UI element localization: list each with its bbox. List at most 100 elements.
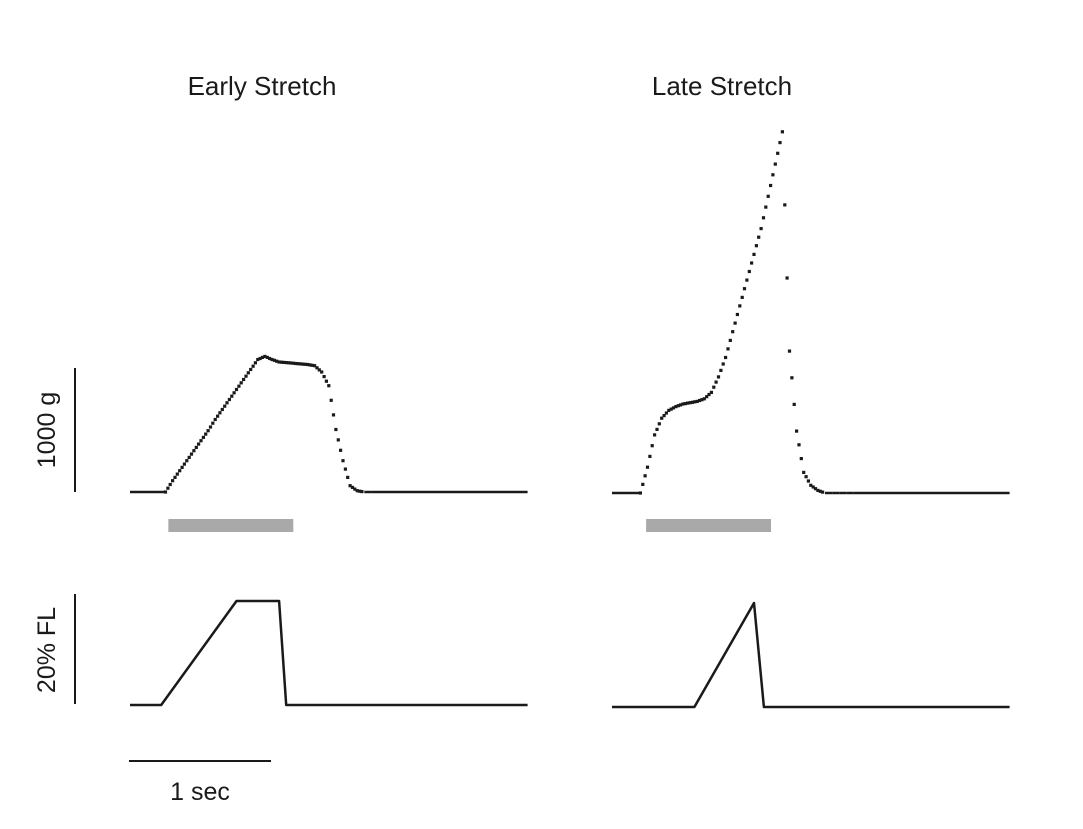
force-point	[655, 427, 659, 431]
force-point	[246, 371, 250, 375]
force-point	[353, 487, 357, 491]
force-point	[728, 338, 732, 342]
force-point	[809, 483, 813, 487]
force-point	[171, 479, 175, 483]
force-point	[660, 416, 664, 420]
stimulus-bar	[168, 519, 294, 532]
force-point	[284, 361, 288, 365]
force-point	[244, 374, 248, 378]
force-point	[714, 380, 718, 384]
force-point	[702, 397, 706, 401]
force-point	[220, 407, 224, 412]
force-point	[305, 362, 310, 367]
force-point	[301, 362, 305, 366]
force-point	[166, 486, 170, 490]
length-trace-1	[130, 599, 528, 707]
force-point	[298, 362, 302, 366]
force-point	[315, 366, 319, 370]
force-point	[761, 216, 766, 220]
force-point	[213, 417, 217, 422]
force-point	[232, 391, 236, 395]
force-point	[818, 489, 822, 493]
force-point	[747, 269, 751, 274]
force-point	[766, 194, 770, 198]
force-point	[764, 205, 768, 209]
force-point	[197, 442, 201, 446]
force-point	[679, 403, 683, 407]
force-point	[216, 414, 220, 418]
force-point	[206, 429, 210, 433]
force-point	[346, 475, 350, 479]
force-point	[303, 362, 307, 366]
force-point	[750, 261, 754, 265]
stimulus-bar	[646, 519, 772, 532]
force-point	[700, 398, 704, 402]
force-point	[182, 462, 186, 466]
force-point	[294, 361, 298, 366]
force-point	[797, 443, 801, 447]
length-trace-3	[612, 601, 1010, 709]
force-point	[671, 406, 676, 410]
force-point	[275, 359, 279, 363]
force-point	[811, 485, 815, 489]
force-point	[360, 490, 364, 494]
force-point	[745, 278, 749, 282]
force-point	[695, 399, 699, 403]
force-point	[752, 252, 756, 256]
force-point	[324, 379, 328, 383]
force-point	[709, 390, 713, 394]
force-point	[785, 276, 789, 280]
force-point	[698, 398, 702, 403]
force-point	[225, 401, 229, 405]
force-point	[249, 367, 253, 372]
force-point	[327, 384, 331, 388]
force-scale-label: 1000 g	[33, 392, 61, 468]
time-scale-label: 1 sec	[170, 778, 230, 806]
force-point	[185, 459, 189, 463]
force-point	[740, 295, 744, 299]
force-point	[688, 401, 692, 405]
force-point	[317, 368, 321, 372]
force-point	[234, 387, 239, 392]
force-point	[667, 408, 671, 412]
force-point	[173, 475, 177, 479]
force-point	[790, 376, 794, 380]
force-point	[211, 421, 215, 425]
panel-title-early: Early Stretch	[188, 71, 337, 101]
force-point	[189, 452, 194, 456]
force-point	[339, 448, 343, 452]
force-point	[336, 438, 340, 442]
force-point	[287, 361, 291, 365]
force-point	[645, 465, 650, 469]
force-point	[163, 490, 168, 494]
force-point	[738, 304, 742, 308]
force-point	[199, 439, 203, 443]
force-point	[268, 356, 272, 361]
force-point	[320, 370, 324, 374]
force-point	[270, 357, 274, 362]
force-point	[769, 183, 773, 188]
force-point	[693, 400, 697, 404]
force-point	[178, 469, 182, 473]
force-point	[653, 433, 657, 437]
force-point	[813, 487, 818, 491]
force-point	[731, 330, 735, 334]
force-point	[783, 203, 787, 207]
force-point	[258, 356, 262, 361]
force-point	[799, 457, 803, 461]
force-point	[218, 411, 222, 415]
force-point	[664, 411, 668, 415]
force-trace-2	[612, 130, 1010, 495]
force-point	[641, 482, 645, 486]
force-point	[308, 363, 312, 367]
force-point	[778, 141, 782, 145]
force-point	[759, 227, 763, 231]
length-scale-label: 20% FL	[33, 607, 61, 693]
force-point	[223, 404, 227, 408]
force-point	[686, 401, 690, 405]
force-point	[291, 361, 295, 365]
force-point	[289, 361, 293, 365]
panel-title-late: Late Stretch	[652, 71, 792, 101]
force-point	[187, 455, 191, 459]
force-point	[787, 349, 792, 353]
